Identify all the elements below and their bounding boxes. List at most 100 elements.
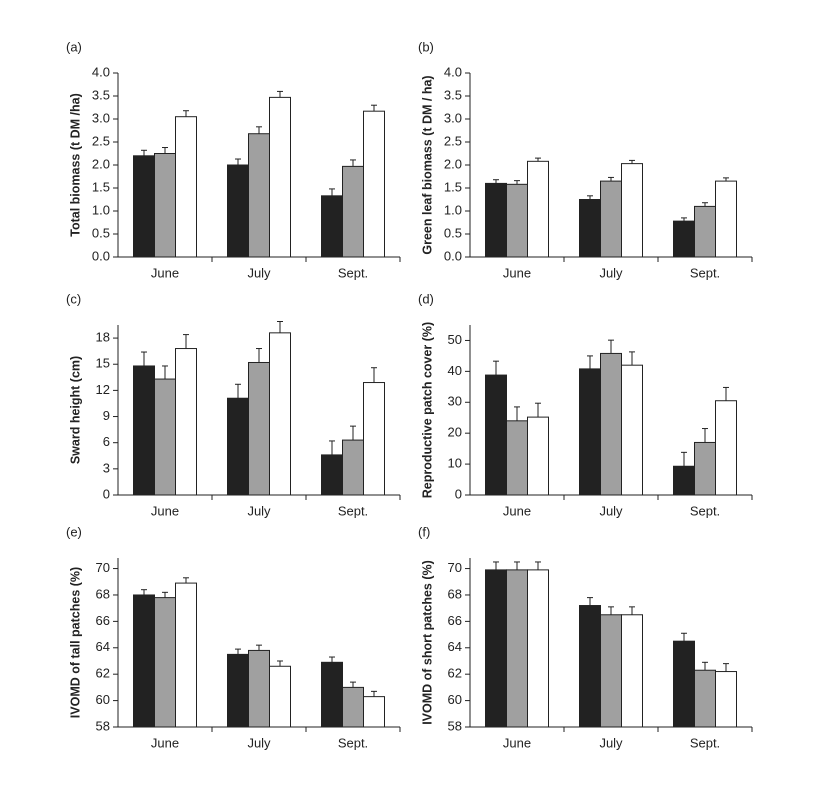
x-tick-label: July	[599, 735, 623, 750]
bar	[621, 163, 643, 258]
x-tick-label: June	[151, 735, 179, 750]
bar	[248, 361, 270, 496]
y-tick-label: 58	[448, 718, 462, 733]
y-tick-label: 58	[96, 718, 110, 733]
y-tick-label: 4.0	[444, 64, 462, 79]
bar	[269, 332, 291, 496]
bar	[485, 374, 507, 496]
y-axis-label: IVOMD of tall patches (%)	[68, 567, 82, 718]
bar	[133, 365, 155, 496]
bar	[715, 400, 737, 496]
bar	[485, 182, 507, 258]
y-tick-label: 0	[103, 486, 110, 501]
y-tick-label: 1.0	[92, 202, 110, 217]
y-axis-label: Reproductive patch cover (%)	[420, 322, 434, 498]
x-tick-label: Sept.	[690, 735, 720, 750]
y-axis-label: Green leaf biomass (t DM / ha)	[420, 75, 434, 254]
bar	[342, 165, 364, 258]
bar	[133, 155, 155, 258]
y-tick-label: 3.5	[92, 87, 110, 102]
x-tick-label: June	[151, 503, 179, 518]
y-tick-label: 4.0	[92, 64, 110, 79]
y-tick-label: 1.5	[92, 179, 110, 194]
y-tick-label: 6	[103, 434, 110, 449]
bar	[133, 594, 155, 728]
y-tick-label: 2.5	[92, 133, 110, 148]
y-tick-label: 30	[448, 394, 462, 409]
x-tick-label: July	[599, 265, 623, 280]
bar	[579, 605, 601, 728]
y-tick-label: 64	[448, 639, 462, 654]
y-tick-label: 9	[103, 408, 110, 423]
y-tick-label: 40	[448, 363, 462, 378]
bar	[600, 614, 622, 728]
bar	[363, 382, 385, 496]
bar	[579, 368, 601, 496]
y-axis-label: IVOMD of short patches (%)	[420, 560, 434, 725]
y-tick-label: 70	[448, 560, 462, 575]
y-axis-label: Total biomass (t DM /ha)	[68, 93, 82, 237]
bar	[342, 439, 364, 496]
y-tick-label: 0.5	[92, 225, 110, 240]
y-tick-label: 0.5	[444, 225, 462, 240]
x-tick-label: June	[151, 265, 179, 280]
y-tick-label: 10	[448, 456, 462, 471]
bar	[621, 614, 643, 728]
bar	[506, 420, 528, 496]
y-axis-label: Sward height (cm)	[68, 356, 82, 464]
bar	[621, 364, 643, 496]
bar	[227, 653, 249, 728]
bar	[248, 649, 270, 728]
y-tick-label: 3.0	[444, 110, 462, 125]
bar	[527, 569, 549, 728]
y-tick-label: 68	[448, 586, 462, 601]
panel-label: (f)	[418, 524, 430, 539]
x-tick-label: Sept.	[338, 503, 368, 518]
y-tick-label: 1.0	[444, 202, 462, 217]
y-tick-label: 0.0	[92, 248, 110, 263]
y-tick-label: 66	[448, 613, 462, 628]
x-tick-label: Sept.	[338, 735, 368, 750]
bar	[715, 180, 737, 258]
panel-label: (a)	[66, 39, 82, 54]
bar	[527, 416, 549, 496]
bar	[673, 220, 695, 258]
bar	[342, 686, 364, 728]
y-tick-label: 15	[96, 356, 110, 371]
y-tick-label: 0.0	[444, 248, 462, 263]
x-tick-label: Sept.	[690, 265, 720, 280]
bar	[363, 110, 385, 258]
y-tick-label: 1.5	[444, 179, 462, 194]
x-tick-label: June	[503, 503, 531, 518]
bar	[694, 441, 716, 496]
bar	[175, 348, 197, 496]
bar	[321, 195, 343, 258]
y-tick-label: 60	[448, 692, 462, 707]
bar	[269, 665, 291, 728]
bar	[248, 133, 270, 258]
bar	[527, 160, 549, 258]
bar	[227, 164, 249, 258]
y-tick-label: 68	[96, 586, 110, 601]
panel-label: (c)	[66, 291, 81, 306]
y-tick-label: 50	[448, 332, 462, 347]
bar	[694, 669, 716, 728]
bar	[227, 397, 249, 496]
bar	[600, 180, 622, 258]
bar	[579, 199, 601, 258]
x-tick-label: Sept.	[690, 503, 720, 518]
y-tick-label: 3	[103, 460, 110, 475]
y-tick-label: 66	[96, 613, 110, 628]
bar	[175, 582, 197, 728]
y-tick-label: 20	[448, 425, 462, 440]
y-tick-label: 70	[96, 560, 110, 575]
bar	[154, 378, 176, 496]
y-tick-label: 62	[448, 666, 462, 681]
y-tick-label: 3.5	[444, 87, 462, 102]
y-tick-label: 2.5	[444, 133, 462, 148]
y-tick-label: 60	[96, 692, 110, 707]
x-tick-label: July	[599, 503, 623, 518]
y-tick-label: 2.0	[444, 156, 462, 171]
bar	[321, 661, 343, 728]
